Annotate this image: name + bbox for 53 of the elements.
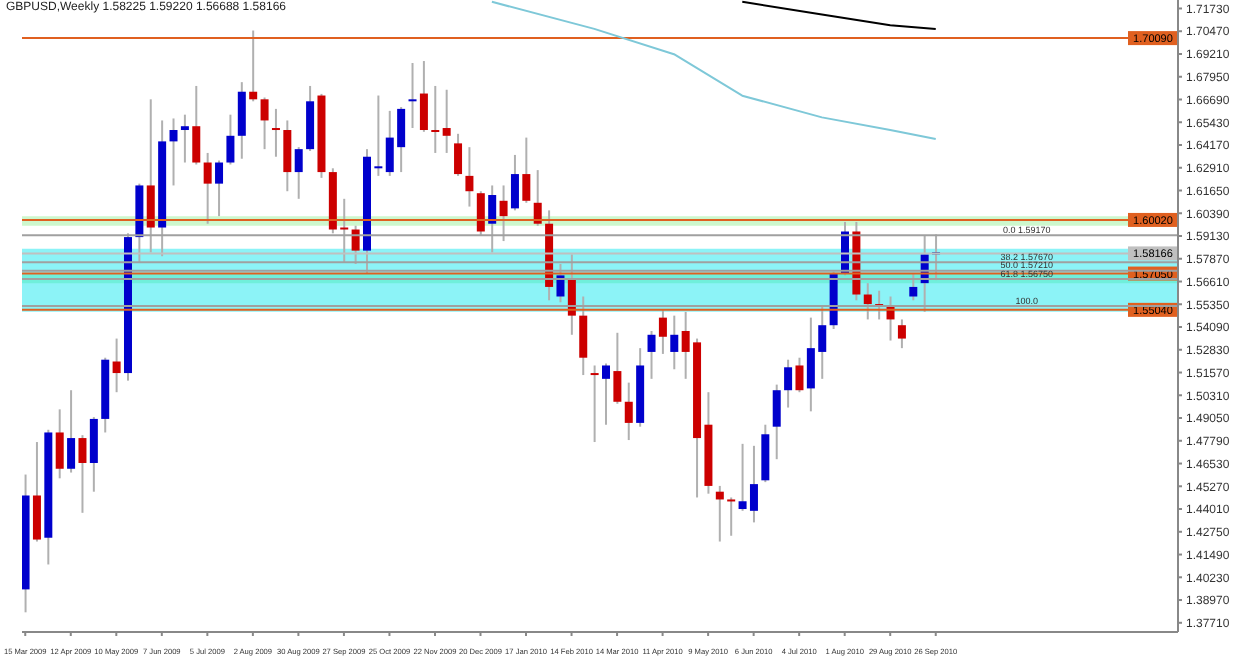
candlestick [419, 60, 428, 133]
candlestick [226, 113, 235, 166]
candlestick [294, 146, 303, 200]
candlestick [203, 151, 212, 225]
candlestick [499, 184, 508, 243]
candlestick [522, 136, 531, 204]
candlestick [237, 81, 246, 160]
candlestick [408, 62, 417, 130]
candlestick [590, 364, 599, 444]
candlestick [89, 416, 98, 493]
candlestick [909, 272, 918, 302]
candlestick [78, 434, 87, 514]
candlestick [32, 441, 41, 543]
candlestick [579, 295, 588, 377]
candlestick [613, 331, 622, 405]
candlestick [180, 113, 189, 164]
candlestick [488, 184, 497, 254]
candlestick [476, 190, 485, 237]
candlestick [658, 308, 667, 355]
candlestick [192, 84, 201, 166]
candlestick [556, 263, 565, 304]
candlestick [306, 84, 315, 152]
candlestick [55, 408, 64, 480]
candlestick [271, 107, 280, 158]
candlestick [249, 29, 258, 103]
candlestick [442, 88, 451, 154]
candlestick [351, 224, 360, 265]
candlestick [283, 119, 292, 193]
candlestick [727, 496, 736, 537]
candlestick [215, 159, 224, 218]
candlestick [510, 153, 519, 212]
candlestick [67, 389, 76, 474]
candlestick [431, 84, 440, 154]
candlestick [465, 146, 474, 208]
candlestick [454, 132, 463, 177]
candlestick [795, 356, 804, 394]
line-series [741, 0, 937, 30]
candlestick [897, 318, 906, 350]
candlestick [602, 362, 610, 426]
candlestick [533, 169, 542, 227]
candlestick [112, 337, 121, 394]
candlestick [260, 96, 269, 151]
candlestick [647, 329, 656, 380]
candlestick [772, 383, 781, 461]
candlestick [761, 423, 770, 484]
candlestick [784, 358, 793, 409]
candlestick [670, 314, 679, 371]
candlestick [169, 117, 178, 187]
candlestick [715, 484, 724, 543]
candlestick [624, 381, 633, 442]
candlestick [146, 98, 155, 254]
line-series [490, 0, 937, 141]
candlestick [863, 282, 872, 321]
